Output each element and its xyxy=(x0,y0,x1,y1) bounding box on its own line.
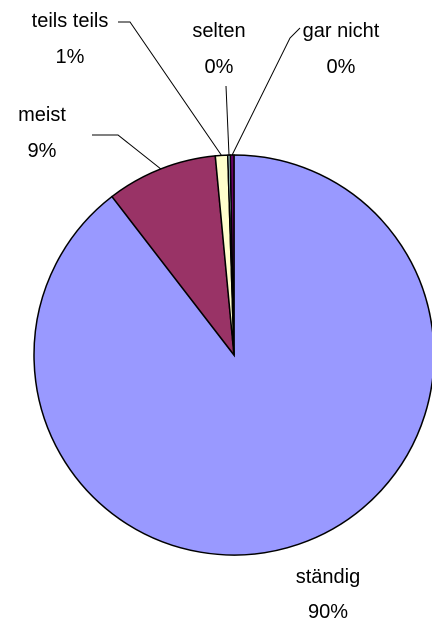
percent-teils-teils: 1% xyxy=(56,46,85,68)
label-staendig: ständig xyxy=(296,566,361,588)
leader-lines xyxy=(92,21,301,170)
percent-meist: 9% xyxy=(28,140,57,162)
label-teils-teils: teils teils xyxy=(32,10,109,32)
leader-line-meist xyxy=(92,134,162,170)
pie-slice-meist xyxy=(110,155,235,358)
percent-gar-nicht: 0% xyxy=(327,56,356,78)
pie-slices xyxy=(33,154,432,556)
label-meist: meist xyxy=(18,104,66,126)
leader-line-gar-nicht xyxy=(231,27,301,156)
label-selten: selten xyxy=(192,20,245,42)
percent-selten: 0% xyxy=(205,56,234,78)
percent-staendig: 90% xyxy=(308,601,348,623)
leader-line-selten xyxy=(225,85,230,156)
leader-line-teils-teils xyxy=(118,21,222,156)
pie-slice-staendig xyxy=(33,154,432,556)
label-gar-nicht: gar nicht xyxy=(303,20,380,42)
